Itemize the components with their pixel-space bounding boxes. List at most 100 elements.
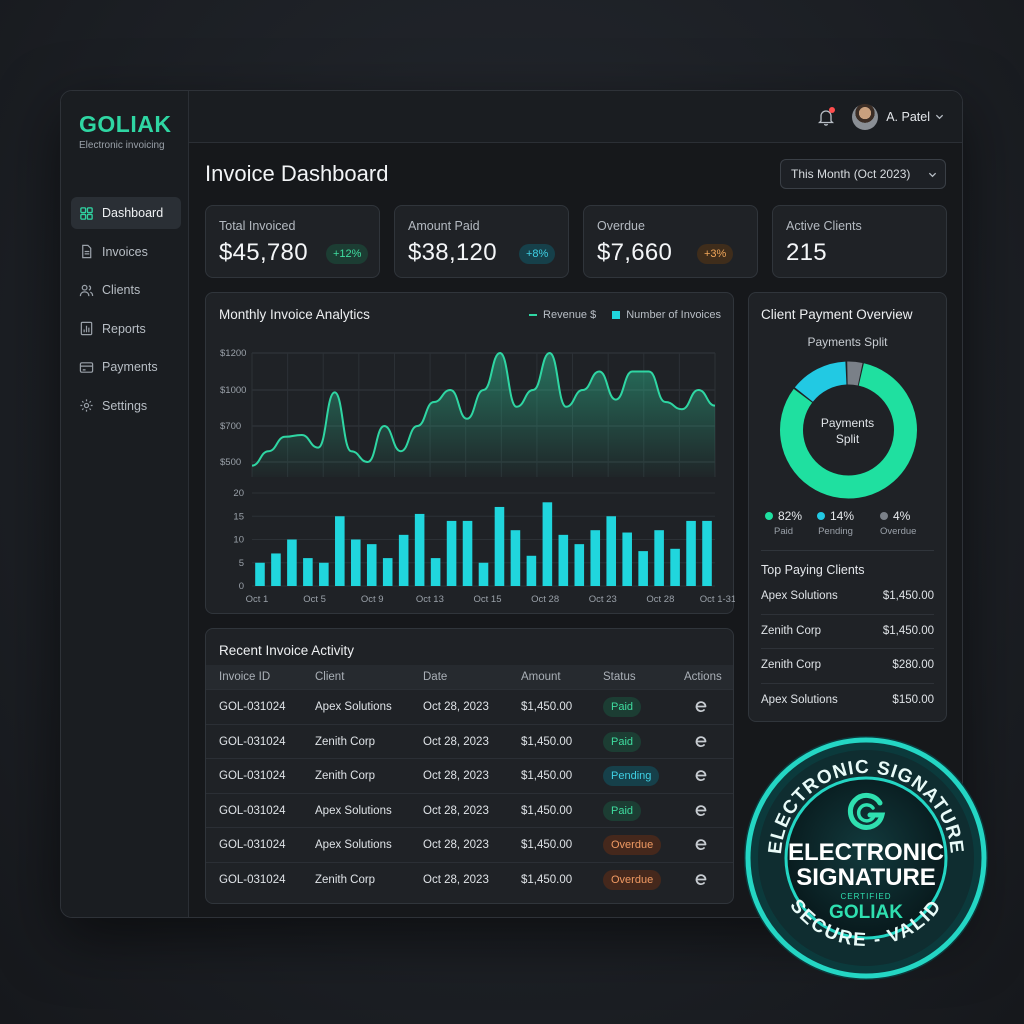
status-badge: Paid <box>603 731 642 752</box>
bell-icon[interactable] <box>818 108 834 126</box>
invoice-bar <box>335 516 345 586</box>
pending-dot <box>817 512 825 520</box>
table-row[interactable]: GOL-031024 Zenith Corp Oct 28, 2023 $1,450.… <box>206 758 733 793</box>
divider <box>761 550 934 551</box>
table-row[interactable]: GOL-031024 Apex Solutions Oct 28, 2023 $1,4… <box>206 689 733 724</box>
table-row[interactable]: GOL-031024 Apex Solutions Oct 28, 2023 $1,4… <box>206 827 733 862</box>
invoice-bar <box>558 534 569 586</box>
kpi-card-amount-paid: Amount Paid $38,120 +8% <box>394 205 569 278</box>
analytics-chart: $1200 $1000 $700 $500 0 5 10 15 20 Oct 1 Oct 5 Oct … <box>220 348 735 605</box>
sidebar: GOLIAK Electronic invoicing Dashboard In… <box>61 91 189 917</box>
top-client-row[interactable]: Apex Solutions $1,450.00 <box>761 580 934 615</box>
row-divider <box>761 682 934 684</box>
invoice-bar <box>382 558 393 586</box>
top-client-amount: $1,450.00 <box>882 590 934 602</box>
user-name[interactable]: A. Patel <box>886 110 930 124</box>
chevron-down-icon[interactable] <box>935 112 944 121</box>
status-badge: Pending <box>603 766 660 787</box>
x-tick: Oct 9 <box>361 594 384 605</box>
invoice-bar <box>414 513 425 586</box>
donut-title: Payments Split <box>807 335 888 349</box>
status-badge: Overdue <box>603 870 662 890</box>
view-action-icon[interactable] <box>693 836 709 852</box>
col-client: Client <box>315 671 345 683</box>
date-cell: Oct 28, 2023 <box>423 839 489 852</box>
invoice-bar <box>255 562 265 586</box>
client-cell: Zenith Corp <box>315 770 376 783</box>
table-row[interactable]: GOL-031024 Zenith Corp Oct 28, 2023 $1,450.… <box>206 862 733 897</box>
date-range-select[interactable]: This Month (Oct 2023) <box>780 159 946 189</box>
donut-center-label: Payments Split <box>749 415 946 447</box>
invoice-bar <box>526 555 537 586</box>
revenue-y-tick: $1000 <box>220 385 246 396</box>
sidebar-item-label: Reports <box>102 321 146 336</box>
split-label: Overdue <box>880 526 917 537</box>
split-pct: 82% <box>778 509 803 523</box>
chart-legend: Revenue $ Number of Invoices <box>529 309 721 321</box>
x-tick: Oct 28 <box>531 594 559 605</box>
sidebar-item-reports[interactable]: Reports <box>71 313 181 345</box>
invoice-bar <box>462 520 473 586</box>
x-tick: Oct 1-31 <box>700 594 735 605</box>
legend-invoices: Number of Invoices <box>626 309 721 321</box>
notification-dot <box>829 107 835 113</box>
x-tick: Oct 23 <box>589 594 617 605</box>
invoice-bar <box>702 520 712 586</box>
x-tick: Oct 5 <box>303 594 326 605</box>
status-badge: Overdue <box>603 835 662 856</box>
view-action-icon[interactable] <box>693 698 709 714</box>
sidebar-item-settings[interactable]: Settings <box>71 390 181 422</box>
topbar: A. Patel <box>189 91 962 143</box>
sidebar-item-dashboard[interactable]: Dashboard <box>71 197 181 229</box>
sidebar-item-label: Invoices <box>102 244 148 259</box>
view-action-icon[interactable] <box>693 802 709 818</box>
invoice-id-cell: GOL-031024 <box>219 701 286 713</box>
client-cell: Zenith Corp <box>315 735 376 748</box>
bar-chart-icon <box>80 321 93 336</box>
invoice-bar <box>510 530 521 586</box>
avatar[interactable] <box>852 104 878 130</box>
date-cell: Oct 28, 2023 <box>423 874 489 886</box>
sidebar-item-payments[interactable]: Payments <box>71 351 181 383</box>
sidebar-item-label: Payments <box>102 360 158 374</box>
kpi-value: $7,660 <box>597 239 673 266</box>
invoice-bar <box>319 562 329 586</box>
invoice-bar <box>622 532 632 586</box>
invoice-bar <box>350 539 361 586</box>
card-title: Monthly Invoice Analytics <box>219 307 370 322</box>
top-client-name: Apex Solutions <box>761 590 838 602</box>
table-row[interactable]: GOL-031024 Zenith Corp Oct 28, 2023 $1,450.… <box>206 723 733 759</box>
view-action-icon[interactable] <box>693 767 709 783</box>
overdue-dot <box>880 512 888 520</box>
seal-line2: SIGNATURE <box>796 864 936 891</box>
status-badge: Paid <box>603 697 642 717</box>
split-pct: 14% <box>830 509 855 523</box>
view-action-icon[interactable] <box>693 733 709 749</box>
table-row[interactable]: GOL-031024 Apex Solutions Oct 28, 2023 $1,4… <box>206 792 733 828</box>
invoice-y-tick: 0 <box>239 581 244 592</box>
top-client-row[interactable]: Zenith Corp $280.00 <box>761 649 934 684</box>
brand: GOLIAK Electronic invoicing <box>79 111 171 151</box>
date-cell: Oct 28, 2023 <box>423 735 489 748</box>
kpi-card-total-invoiced: Total Invoiced $45,780 +12% <box>205 205 380 278</box>
table-header: Invoice ID Client Date Amount Status Act… <box>206 665 733 689</box>
top-client-row[interactable]: Apex Solutions $150.00 <box>761 684 934 719</box>
top-client-amount: $150.00 <box>892 693 934 706</box>
amount-cell: $1,450.00 <box>521 874 573 886</box>
date-cell: Oct 28, 2023 <box>423 804 489 817</box>
top-client-row[interactable]: Zenith Corp $1,450.00 <box>761 615 934 650</box>
kpi-value: $45,780 <box>219 239 308 266</box>
invoice-bar <box>670 548 680 586</box>
sidebar-item-clients[interactable]: Clients <box>71 274 181 306</box>
recent-activity-card: Recent Invoice Activity Invoice ID Clien… <box>205 628 734 904</box>
card-title: Client Payment Overview <box>761 307 913 322</box>
view-action-icon[interactable] <box>693 871 709 887</box>
invoice-y-tick: 20 <box>233 488 244 499</box>
kpi-change-badge: +12% <box>326 244 369 264</box>
top-client-name: Apex Solutions <box>761 693 838 706</box>
sidebar-item-invoices[interactable]: Invoices <box>71 236 181 268</box>
client-cell: Apex Solutions <box>315 804 392 817</box>
col-actions: Actions <box>684 671 722 683</box>
invoice-bar <box>366 544 377 586</box>
card-title: Recent Invoice Activity <box>219 643 355 658</box>
